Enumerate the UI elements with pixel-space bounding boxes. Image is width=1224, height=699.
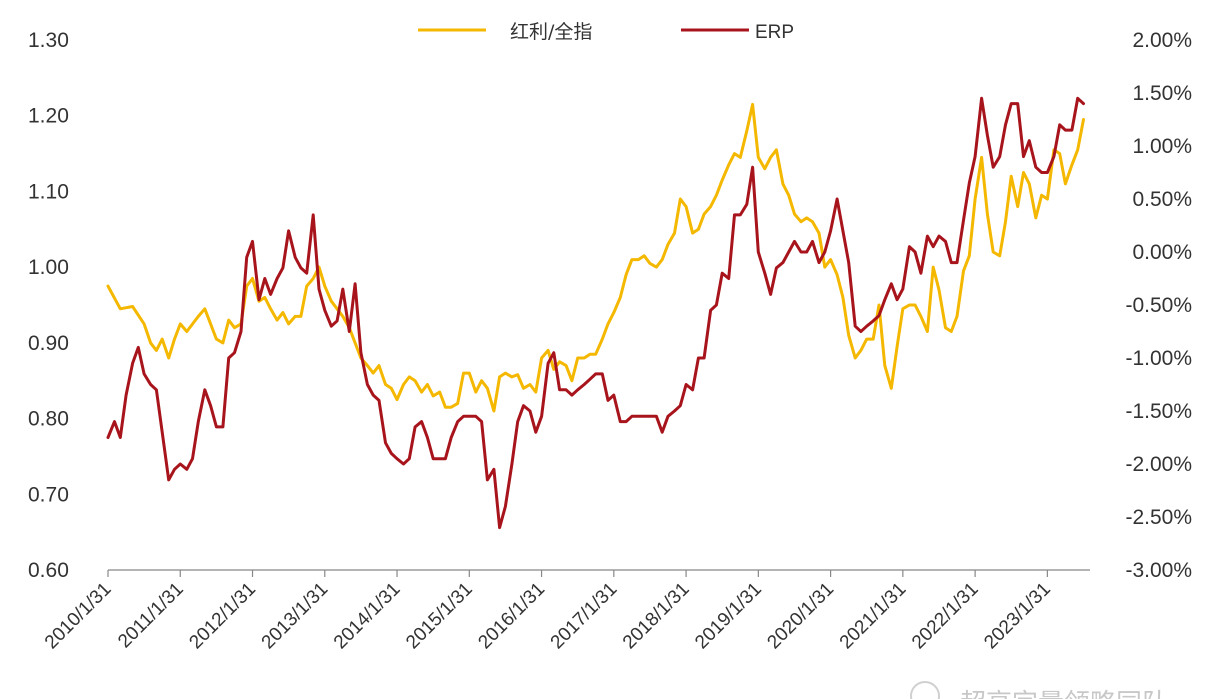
y-right-tick-label: -2.50%: [1125, 506, 1192, 529]
legend-erp-label: ERP: [755, 22, 794, 43]
y-left-tick-label: 1.20: [28, 105, 69, 128]
x-tick-label: 2015/1/31: [402, 579, 477, 654]
y-left-tick-label: 1.00: [28, 256, 69, 279]
y-right-tick-label: -1.50%: [1125, 400, 1192, 423]
y-right-tick-label: -1.00%: [1125, 347, 1192, 370]
y-right-tick-label: -0.50%: [1125, 294, 1192, 317]
y-left-tick-label: 0.60: [28, 559, 69, 582]
y-left-tick-label: 0.90: [28, 332, 69, 355]
x-tick-label: 2017/1/31: [547, 579, 622, 654]
y-right-tick-label: 2.00%: [1132, 29, 1192, 52]
y-left-tick-label: 1.10: [28, 180, 69, 203]
y-left-tick-label: 0.80: [28, 408, 69, 431]
legend-dividend-label: 红利/全指: [510, 21, 592, 43]
series-layer: [106, 96, 1085, 530]
x-tick-label: 2020/1/31: [764, 579, 839, 654]
series-line-erp: [106, 96, 1085, 530]
x-tick-label: 2018/1/31: [619, 579, 694, 654]
y-left-tick-label: 0.70: [28, 483, 69, 506]
x-tick-label: 2011/1/31: [114, 579, 188, 653]
series-line-dividend-ratio: [106, 102, 1085, 413]
y-right-tick-label: -2.00%: [1125, 453, 1192, 476]
x-tick-label: 2019/1/31: [691, 579, 766, 654]
x-tick-label: 2012/1/31: [185, 579, 260, 654]
x-tick-label: 2016/1/31: [474, 579, 549, 654]
x-tick-label: 2014/1/31: [330, 579, 405, 654]
watermark-text: 超高字量领略同队: [960, 689, 1168, 699]
y-right-tick-label: 1.00%: [1132, 135, 1192, 158]
x-tick-label: 2022/1/31: [908, 579, 983, 654]
legend: 红利/全指 ERP: [418, 21, 794, 43]
y-right-tick-label: 1.50%: [1132, 82, 1192, 105]
y-right-tick-label: 0.00%: [1132, 241, 1192, 264]
y-right-tick-label: -3.00%: [1125, 559, 1192, 582]
x-tick-label: 2010/1/31: [41, 579, 116, 654]
y-left-tick-label: 1.30: [28, 29, 69, 52]
x-tick-label: 2023/1/31: [980, 579, 1055, 654]
y-right-tick-label: 0.50%: [1132, 188, 1192, 211]
axes: 0.60 0.70 0.80 0.90 1.00 1.10 1.20 1.30 -3.00% -2…: [28, 29, 1192, 653]
x-tick-label: 2021/1/31: [836, 579, 911, 654]
watermark-logo-icon: [910, 681, 940, 699]
x-tick-label: 2013/1/31: [258, 579, 333, 654]
